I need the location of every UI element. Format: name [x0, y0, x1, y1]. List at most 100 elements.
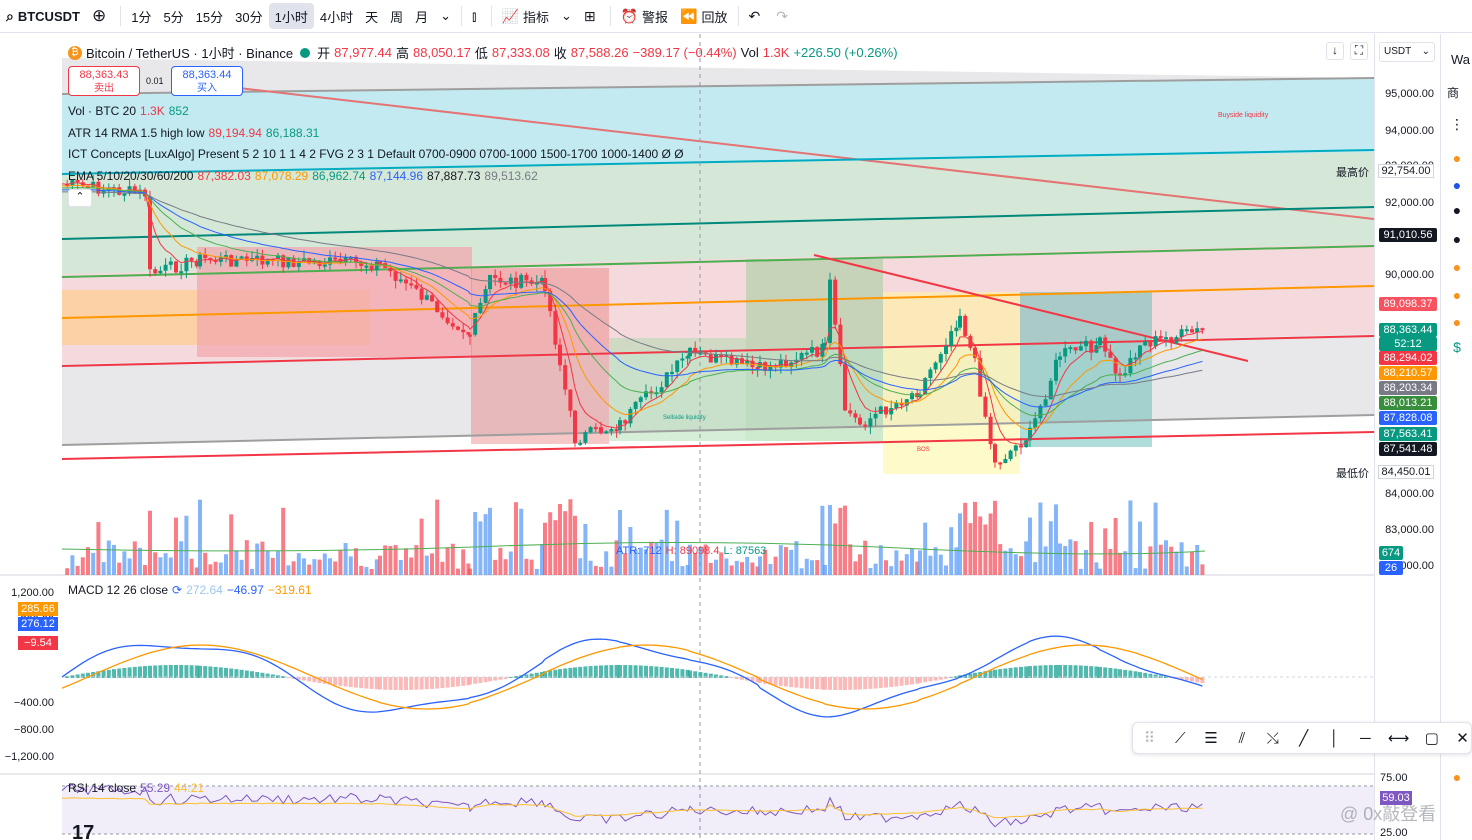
horizontal-line-icon[interactable]: ⟷ [1387, 730, 1410, 747]
collapse-legend-button[interactable]: ⌃ [68, 189, 92, 207]
chart-type-button[interactable]: ⫾ [466, 3, 486, 29]
macd-histogram-bar [354, 677, 358, 688]
undo-button[interactable]: ↶ [743, 3, 771, 29]
interval-6[interactable]: 天 [365, 9, 379, 25]
layouts-button[interactable]: ⊞ [578, 3, 606, 29]
sell-button[interactable]: 88,363.43 卖出 [68, 66, 140, 96]
volume-bar [578, 558, 583, 575]
redo-button[interactable]: ↷ [770, 3, 798, 29]
macd-line [61, 635, 1203, 718]
indicators-dropdown[interactable]: ⌄ [555, 3, 578, 29]
volume-bar [478, 521, 483, 575]
volume-bar [889, 566, 894, 575]
macd-histogram-bar [578, 666, 583, 678]
watchlist-title[interactable]: Wa [1451, 52, 1471, 67]
coin-icon[interactable]: ● [1452, 314, 1462, 330]
interval-1[interactable]: 5分 [163, 9, 184, 25]
candle [1200, 328, 1205, 331]
volume-bar [755, 566, 760, 575]
candle [524, 274, 529, 281]
trend-line [61, 206, 1374, 240]
bitcoin-coin-icon[interactable]: ● [1452, 150, 1462, 166]
macd-histogram-bar [286, 677, 291, 679]
close-icon[interactable]: ✕ [1456, 730, 1469, 747]
volume-bar [143, 565, 147, 575]
rectangle-icon[interactable]: ▢ [1424, 730, 1439, 747]
chart-canvas[interactable] [0, 34, 1374, 840]
more-icon[interactable]: ⋮ [1450, 116, 1464, 132]
macd-histogram-bar [404, 677, 408, 690]
watermark: @ 0x敲登看 [1340, 804, 1437, 824]
macd-histogram-bar [784, 677, 788, 687]
volume-bar [778, 545, 783, 575]
interval-2[interactable]: 15分 [195, 9, 224, 25]
candle [163, 264, 168, 271]
maximize-button[interactable]: ⛶ [1350, 42, 1368, 60]
price-axis[interactable]: USDT ⌄ 95,000.0094,000.0093,000.0092,000… [1374, 34, 1440, 840]
trend-angle-icon[interactable]: ⟋ [1175, 729, 1186, 747]
macd-histogram-bar [1038, 665, 1043, 678]
macd-histogram-bar [838, 677, 843, 690]
candle [265, 258, 270, 265]
coin-icon[interactable]: ● [1452, 177, 1462, 193]
vol-indicator-legend[interactable]: Vol · BTC 20 1.3K 852 [68, 104, 189, 118]
coin-icon[interactable]: ● [1452, 287, 1462, 303]
macd-legend[interactable]: MACD 12 26 close ⟳ 272.64 −46.97 −319.61 [68, 583, 312, 597]
tradingview-logo[interactable]: 17 [72, 822, 95, 840]
interval-7[interactable]: 周 [390, 9, 404, 25]
scroll-down-button[interactable]: ↓ [1326, 42, 1344, 60]
macd-histogram-bar [828, 677, 832, 690]
watchlist-subtitle[interactable]: 商 [1447, 86, 1460, 100]
bitcoin-coin-icon[interactable]: ● [1452, 769, 1462, 785]
volume-bar [409, 557, 414, 575]
interval-0[interactable]: 1分 [131, 9, 152, 25]
candle [1058, 356, 1062, 360]
ict-indicator-legend[interactable]: ICT Concepts [LuxAlgo] Present 5 2 10 1 … [68, 147, 684, 161]
volume-bar [503, 559, 508, 575]
rsi-legend[interactable]: RSI 14 close 55.29 44.21 [68, 781, 204, 795]
macd-histogram-bar [414, 677, 419, 690]
macd-line-value: −46.97 [226, 583, 264, 597]
atr-indicator-v2: 86,188.31 [265, 126, 320, 140]
coin-icon[interactable]: ● [1452, 231, 1462, 247]
replay-button[interactable]: ⏪ 回放 [674, 3, 733, 29]
candle [498, 277, 503, 283]
interval-8[interactable]: 月 [415, 9, 429, 25]
candle [973, 347, 977, 359]
macd-histogram-bar [873, 677, 878, 689]
path-icon[interactable]: ⤯ [1266, 729, 1279, 747]
candle [456, 326, 460, 330]
volume-bar [823, 564, 827, 575]
flag-icon[interactable]: ● [1452, 202, 1462, 218]
parallel-channel-icon[interactable]: ☰ [1204, 730, 1218, 747]
vertical-line-icon[interactable]: │ [1329, 729, 1340, 747]
buy-button[interactable]: 88,363.44 买入 [171, 66, 243, 96]
ema-indicator-legend[interactable]: EMA 5/10/20/30/60/200 87,382.03 87,078.2… [68, 169, 538, 183]
currency-selector[interactable]: USDT ⌄ [1379, 42, 1435, 62]
undo-icon: ↶ [748, 7, 761, 24]
vol-indicator-v1: 1.3K [140, 104, 165, 118]
macd-histogram-bar [820, 677, 825, 690]
volume-bar [1024, 541, 1029, 575]
indicators-button[interactable]: 📈 指标 [496, 3, 555, 29]
trend-line-icon[interactable]: ╱ [1299, 730, 1309, 747]
coin-icon[interactable]: ● [1452, 259, 1462, 275]
candle [158, 270, 163, 274]
interval-dropdown[interactable]: ⌄ [434, 3, 457, 29]
drag-handle-icon[interactable]: ⠿ [1143, 730, 1155, 747]
interval-3[interactable]: 30分 [235, 9, 263, 25]
chart-area[interactable]: ₿ Bitcoin / TetherUS · 1小时 · Binance 开 87… [0, 34, 1440, 840]
rsi-tick: 25.00 [1380, 827, 1408, 839]
alert-button[interactable]: ⏰ 警报 [615, 3, 674, 29]
compare-button[interactable]: ⊕ [86, 3, 116, 29]
symbol-search[interactable]: ⌕ BTCUSDT [0, 3, 86, 29]
horizontal-ray-icon[interactable]: ─ [1360, 729, 1371, 747]
macd-histogram-bar [338, 677, 343, 686]
interval-4[interactable]: 1小时 [268, 3, 314, 29]
candle [755, 367, 760, 370]
atr-indicator-legend[interactable]: ATR 14 RMA 1.5 high low 89,194.94 86,188… [68, 126, 319, 140]
pitchfork-icon[interactable]: ⫽ [1238, 729, 1246, 747]
dollar-icon[interactable]: $ [1453, 339, 1461, 355]
volume-bar [333, 561, 338, 575]
interval-5[interactable]: 4小时 [319, 9, 354, 25]
